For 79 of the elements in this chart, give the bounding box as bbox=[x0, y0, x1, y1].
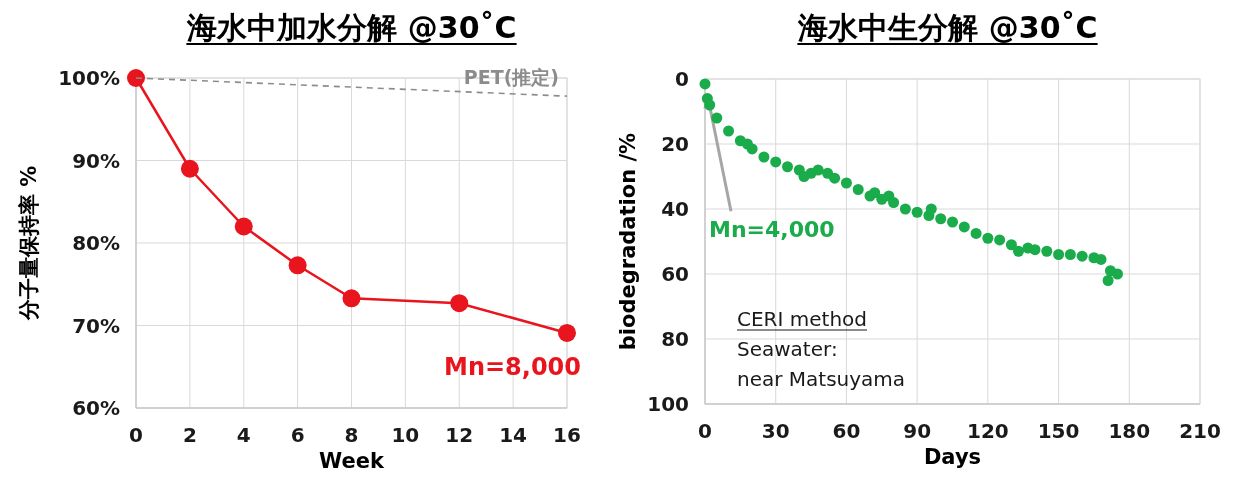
point bbox=[1029, 244, 1041, 256]
point bbox=[812, 164, 824, 176]
point bbox=[1053, 249, 1065, 260]
point bbox=[711, 112, 723, 124]
y-tick-label: 100 bbox=[647, 392, 689, 416]
point bbox=[1064, 249, 1076, 260]
x-tick-label: 14 bbox=[499, 423, 528, 447]
annotation: Mn=8,000 bbox=[444, 352, 581, 381]
x-tick-label: 0 bbox=[129, 423, 143, 447]
point bbox=[180, 159, 199, 178]
y-tick-label: 80 bbox=[661, 327, 689, 351]
y-tick-label: 90% bbox=[72, 148, 120, 173]
annotation: Mn=4,000 bbox=[709, 217, 835, 243]
point bbox=[829, 172, 841, 184]
point bbox=[911, 206, 923, 218]
point bbox=[558, 323, 576, 342]
x-axis-title: Days bbox=[923, 445, 982, 469]
annotation: near Matsuyama bbox=[737, 367, 906, 391]
point bbox=[1041, 245, 1053, 257]
point bbox=[970, 227, 982, 239]
y-tick-label: 0 bbox=[675, 67, 689, 91]
x-tick-label: 30 bbox=[761, 419, 790, 443]
x-tick-label: 180 bbox=[1108, 419, 1151, 443]
x-tick-label: 90 bbox=[903, 419, 932, 443]
point bbox=[770, 156, 782, 168]
point bbox=[127, 69, 145, 87]
x-tick-label: 150 bbox=[1037, 419, 1080, 443]
point bbox=[982, 232, 994, 244]
point bbox=[935, 213, 947, 225]
series-label: PET(推定) bbox=[463, 66, 559, 89]
point bbox=[1112, 268, 1123, 280]
chart-title: 海水中加水分解 @30˚C bbox=[186, 10, 517, 45]
annotation: Seawater: bbox=[737, 337, 838, 361]
x-tick-label: 60 bbox=[832, 419, 861, 443]
point bbox=[1076, 250, 1088, 262]
x-tick-label: 0 bbox=[698, 419, 712, 443]
y-tick-label: 60 bbox=[661, 262, 689, 286]
y-tick-label: 20 bbox=[661, 132, 689, 156]
x-tick-label: 16 bbox=[553, 423, 581, 447]
point bbox=[947, 216, 958, 228]
x-tick-label: 6 bbox=[290, 423, 305, 447]
point bbox=[888, 197, 900, 208]
x-tick-label: 8 bbox=[344, 423, 359, 447]
y-tick-label: 100% bbox=[58, 66, 120, 90]
point bbox=[782, 161, 793, 173]
x-tick-label: 12 bbox=[445, 423, 474, 447]
point bbox=[869, 187, 881, 199]
point bbox=[925, 203, 937, 215]
y-tick-label: 40 bbox=[661, 197, 689, 221]
point bbox=[1005, 239, 1017, 251]
y-tick-label: 80% bbox=[72, 231, 120, 255]
point bbox=[1102, 275, 1114, 286]
point bbox=[958, 221, 970, 233]
x-tick-label: 210 bbox=[1179, 419, 1221, 443]
y-tick-label: 70% bbox=[72, 313, 120, 338]
point bbox=[1095, 253, 1107, 265]
chart-title: 海水中生分解 @30˚C bbox=[797, 10, 1098, 45]
x-axis-title: Week bbox=[319, 449, 385, 473]
point bbox=[899, 203, 911, 215]
point bbox=[1013, 245, 1024, 257]
point bbox=[994, 234, 1006, 246]
point bbox=[450, 294, 469, 313]
x-tick-label: 4 bbox=[236, 423, 251, 447]
x-tick-label: 120 bbox=[966, 419, 1009, 443]
point bbox=[234, 217, 253, 236]
x-tick-label: 2 bbox=[182, 423, 197, 447]
y-axis-title: biodegradation /% bbox=[616, 132, 640, 351]
point bbox=[288, 256, 307, 275]
point bbox=[746, 143, 758, 155]
x-tick-label: 10 bbox=[391, 423, 420, 447]
point bbox=[758, 151, 770, 163]
point bbox=[852, 184, 864, 195]
point bbox=[342, 289, 361, 308]
y-axis-title: 分子量保持率 % bbox=[17, 165, 41, 322]
point bbox=[840, 177, 852, 189]
y-tick-label: 60% bbox=[72, 396, 120, 420]
point bbox=[723, 125, 735, 137]
annotation: CERI method bbox=[737, 307, 867, 331]
point bbox=[699, 78, 711, 90]
